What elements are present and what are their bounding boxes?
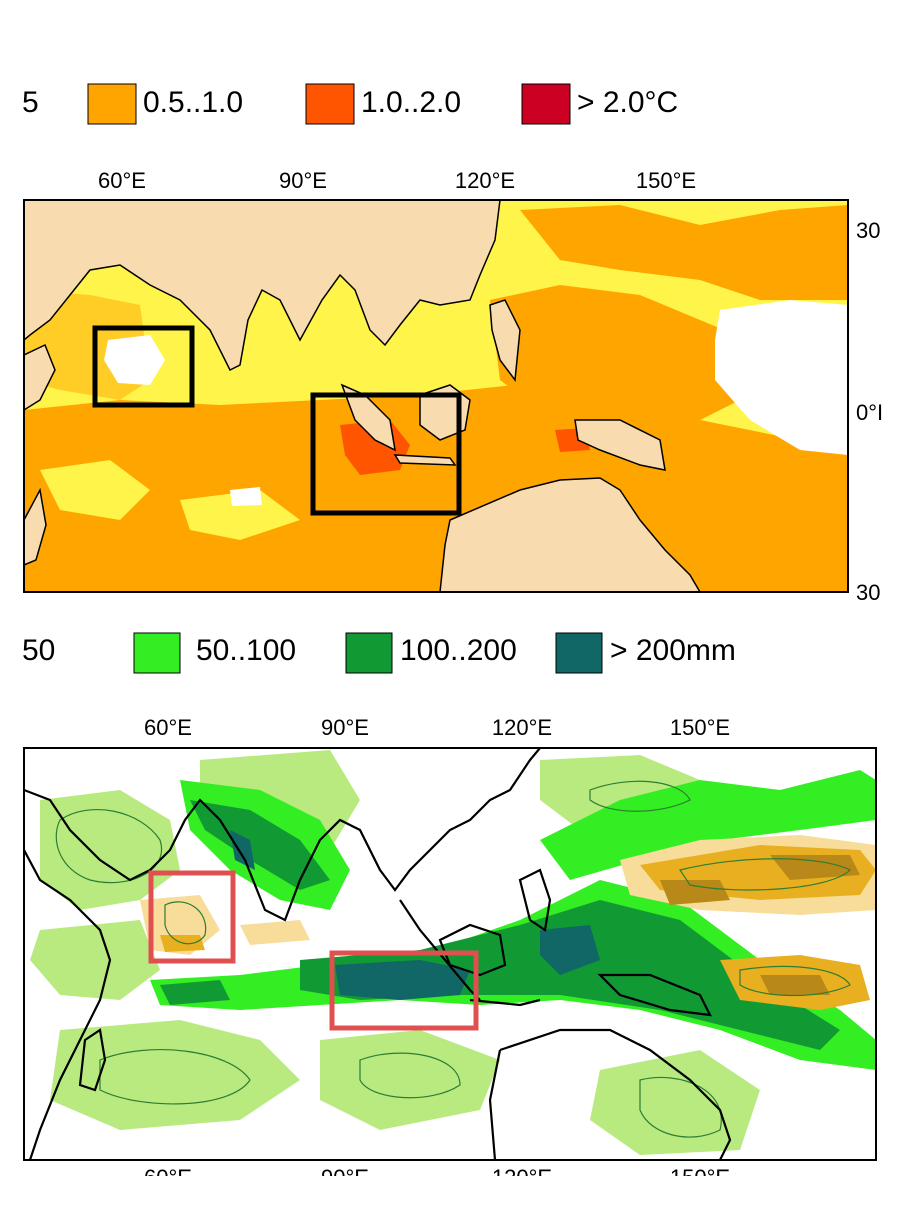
precip-dry-dark-south xyxy=(760,975,830,995)
sst-legend: 5 0.5..1.0 1.0..2.0 > 2.0°C xyxy=(22,83,678,125)
precip-dkgreen-ghats xyxy=(190,800,330,890)
precip-green-north-pacific xyxy=(540,770,876,880)
sst-legend-swatch-1 xyxy=(305,83,355,125)
sst-map-frame xyxy=(23,199,849,593)
precip-contour-8 xyxy=(589,780,691,812)
precip-coast-new-guinea xyxy=(597,973,712,1017)
precip-coast-africa xyxy=(24,849,112,1160)
precip-legend-label-1: 100..200 xyxy=(400,634,517,667)
sst-anomaly-north-pacific xyxy=(520,205,848,300)
sst-lat-label-30s: 30 xyxy=(856,580,880,605)
sst-land-australia xyxy=(439,477,701,592)
precip-coast-australia-west xyxy=(488,1049,502,1160)
precip-legend-swatch-2 xyxy=(555,632,603,674)
sst-box-west-indian-ocean xyxy=(92,325,195,408)
sst-legend-partial-label: 5 xyxy=(22,86,39,119)
sst-land-asia xyxy=(24,200,501,372)
sst-land-africa-horn xyxy=(24,343,56,411)
precip-light-1 xyxy=(40,790,180,910)
precip-coastlines xyxy=(24,748,732,1160)
sst-neutral-spot xyxy=(230,487,262,506)
sst-lon-label-120e: 120°E xyxy=(455,168,515,193)
precip-dkgreen-maritime xyxy=(300,900,840,1050)
precip-dkgreen-west xyxy=(160,980,230,1005)
precip-coast-philippines xyxy=(518,868,552,932)
sst-legend-swatch-0 xyxy=(87,83,137,125)
precip-legend-label-0: 50..100 xyxy=(196,634,296,667)
precip-lon-label-60e: 60°E xyxy=(144,715,192,740)
precip-bottom-label-90e: 90°E xyxy=(321,1165,369,1190)
precip-contour-5 xyxy=(639,1076,722,1138)
precip-coast-asia xyxy=(24,748,541,922)
sst-box-east-indian-ocean xyxy=(310,392,462,516)
precip-legend-swatch-0 xyxy=(133,632,181,674)
sst-patch-2 xyxy=(180,490,300,540)
sst-land-new-guinea xyxy=(574,419,666,471)
precip-contour-4 xyxy=(359,1052,461,1099)
precip-lon-label-150e: 150°E xyxy=(670,715,730,740)
precip-contour-2 xyxy=(164,901,207,945)
precip-coast-java xyxy=(469,998,541,1007)
sst-neutral-pacific xyxy=(715,300,848,455)
sst-legend-swatch-2 xyxy=(521,83,571,125)
sst-lon-label-150e: 150°E xyxy=(636,168,696,193)
precip-lon-labels: 60°E 90°E 120°E 150°E xyxy=(144,715,730,740)
precip-contour-7 xyxy=(739,965,851,997)
sst-lat-label-eq: 0°I xyxy=(856,400,883,425)
precip-legend-partial-label: 50 xyxy=(22,634,55,667)
sst-lat-labels: 30 0°I 30 xyxy=(856,218,883,605)
precip-lon-label-90e: 90°E xyxy=(321,715,369,740)
precip-bottom-label-120e: 120°E xyxy=(492,1165,552,1190)
sst-land-philippines xyxy=(489,299,521,382)
sst-legend-label-0: 0.5..1.0 xyxy=(143,86,243,119)
precip-light-4 xyxy=(320,1030,500,1130)
sst-land-madagascar xyxy=(24,487,47,566)
precip-box-east-indian-ocean xyxy=(329,950,479,1031)
precip-contour-6 xyxy=(679,858,852,891)
precip-bottom-lon-labels: 60°E 90°E 120°E 150°E xyxy=(144,1165,730,1190)
sst-neutral-arabian xyxy=(104,335,165,385)
precip-contours xyxy=(55,780,852,1138)
sst-lon-label-60e: 60°E xyxy=(98,168,146,193)
precip-coast-sumatra xyxy=(399,899,481,1001)
precip-dry-dark-north-2 xyxy=(660,880,730,905)
precip-coast-borneo xyxy=(438,923,507,977)
sst-lon-labels: 60°E 90°E 120°E 150°E xyxy=(98,168,696,193)
sst-anomaly-west-pacific xyxy=(490,285,760,430)
precip-light-2 xyxy=(30,920,160,1000)
precip-lon-label-120e: 120°E xyxy=(492,715,552,740)
precip-legend-swatch-1 xyxy=(345,632,393,674)
precip-teal-sumatra xyxy=(335,960,470,1000)
precip-legend: 50 50..100 100..200 > 200mm xyxy=(22,632,736,674)
sst-lon-label-90e: 90°E xyxy=(279,168,327,193)
precip-map-frame xyxy=(23,747,877,1161)
precip-teal-banda xyxy=(540,925,600,975)
sst-patch-1 xyxy=(40,460,150,520)
precip-dry-bay xyxy=(240,920,310,945)
precip-teal-ghats xyxy=(230,830,255,870)
sst-legend-label-2: > 2.0°C xyxy=(577,86,678,119)
sst-lat-label-30n: 30 xyxy=(856,218,880,243)
sst-legend-label-1: 1.0..2.0 xyxy=(361,86,461,119)
precip-light-3 xyxy=(50,1020,300,1130)
precip-contour-3 xyxy=(99,1048,251,1105)
precip-coast-madagascar xyxy=(78,1028,107,1092)
sst-land-java xyxy=(393,454,457,466)
precip-coast-australia xyxy=(499,1028,732,1160)
precip-bottom-label-60e: 60°E xyxy=(144,1165,192,1190)
precip-dry-dark-north xyxy=(770,855,860,880)
precip-box-west-indian-ocean xyxy=(148,870,236,964)
precip-light-5 xyxy=(590,1050,760,1155)
precip-map xyxy=(24,748,876,1160)
precip-legend-label-2: > 200mm xyxy=(610,634,736,667)
sst-map xyxy=(24,200,848,592)
precip-bottom-label-150e: 150°E xyxy=(670,1165,730,1190)
